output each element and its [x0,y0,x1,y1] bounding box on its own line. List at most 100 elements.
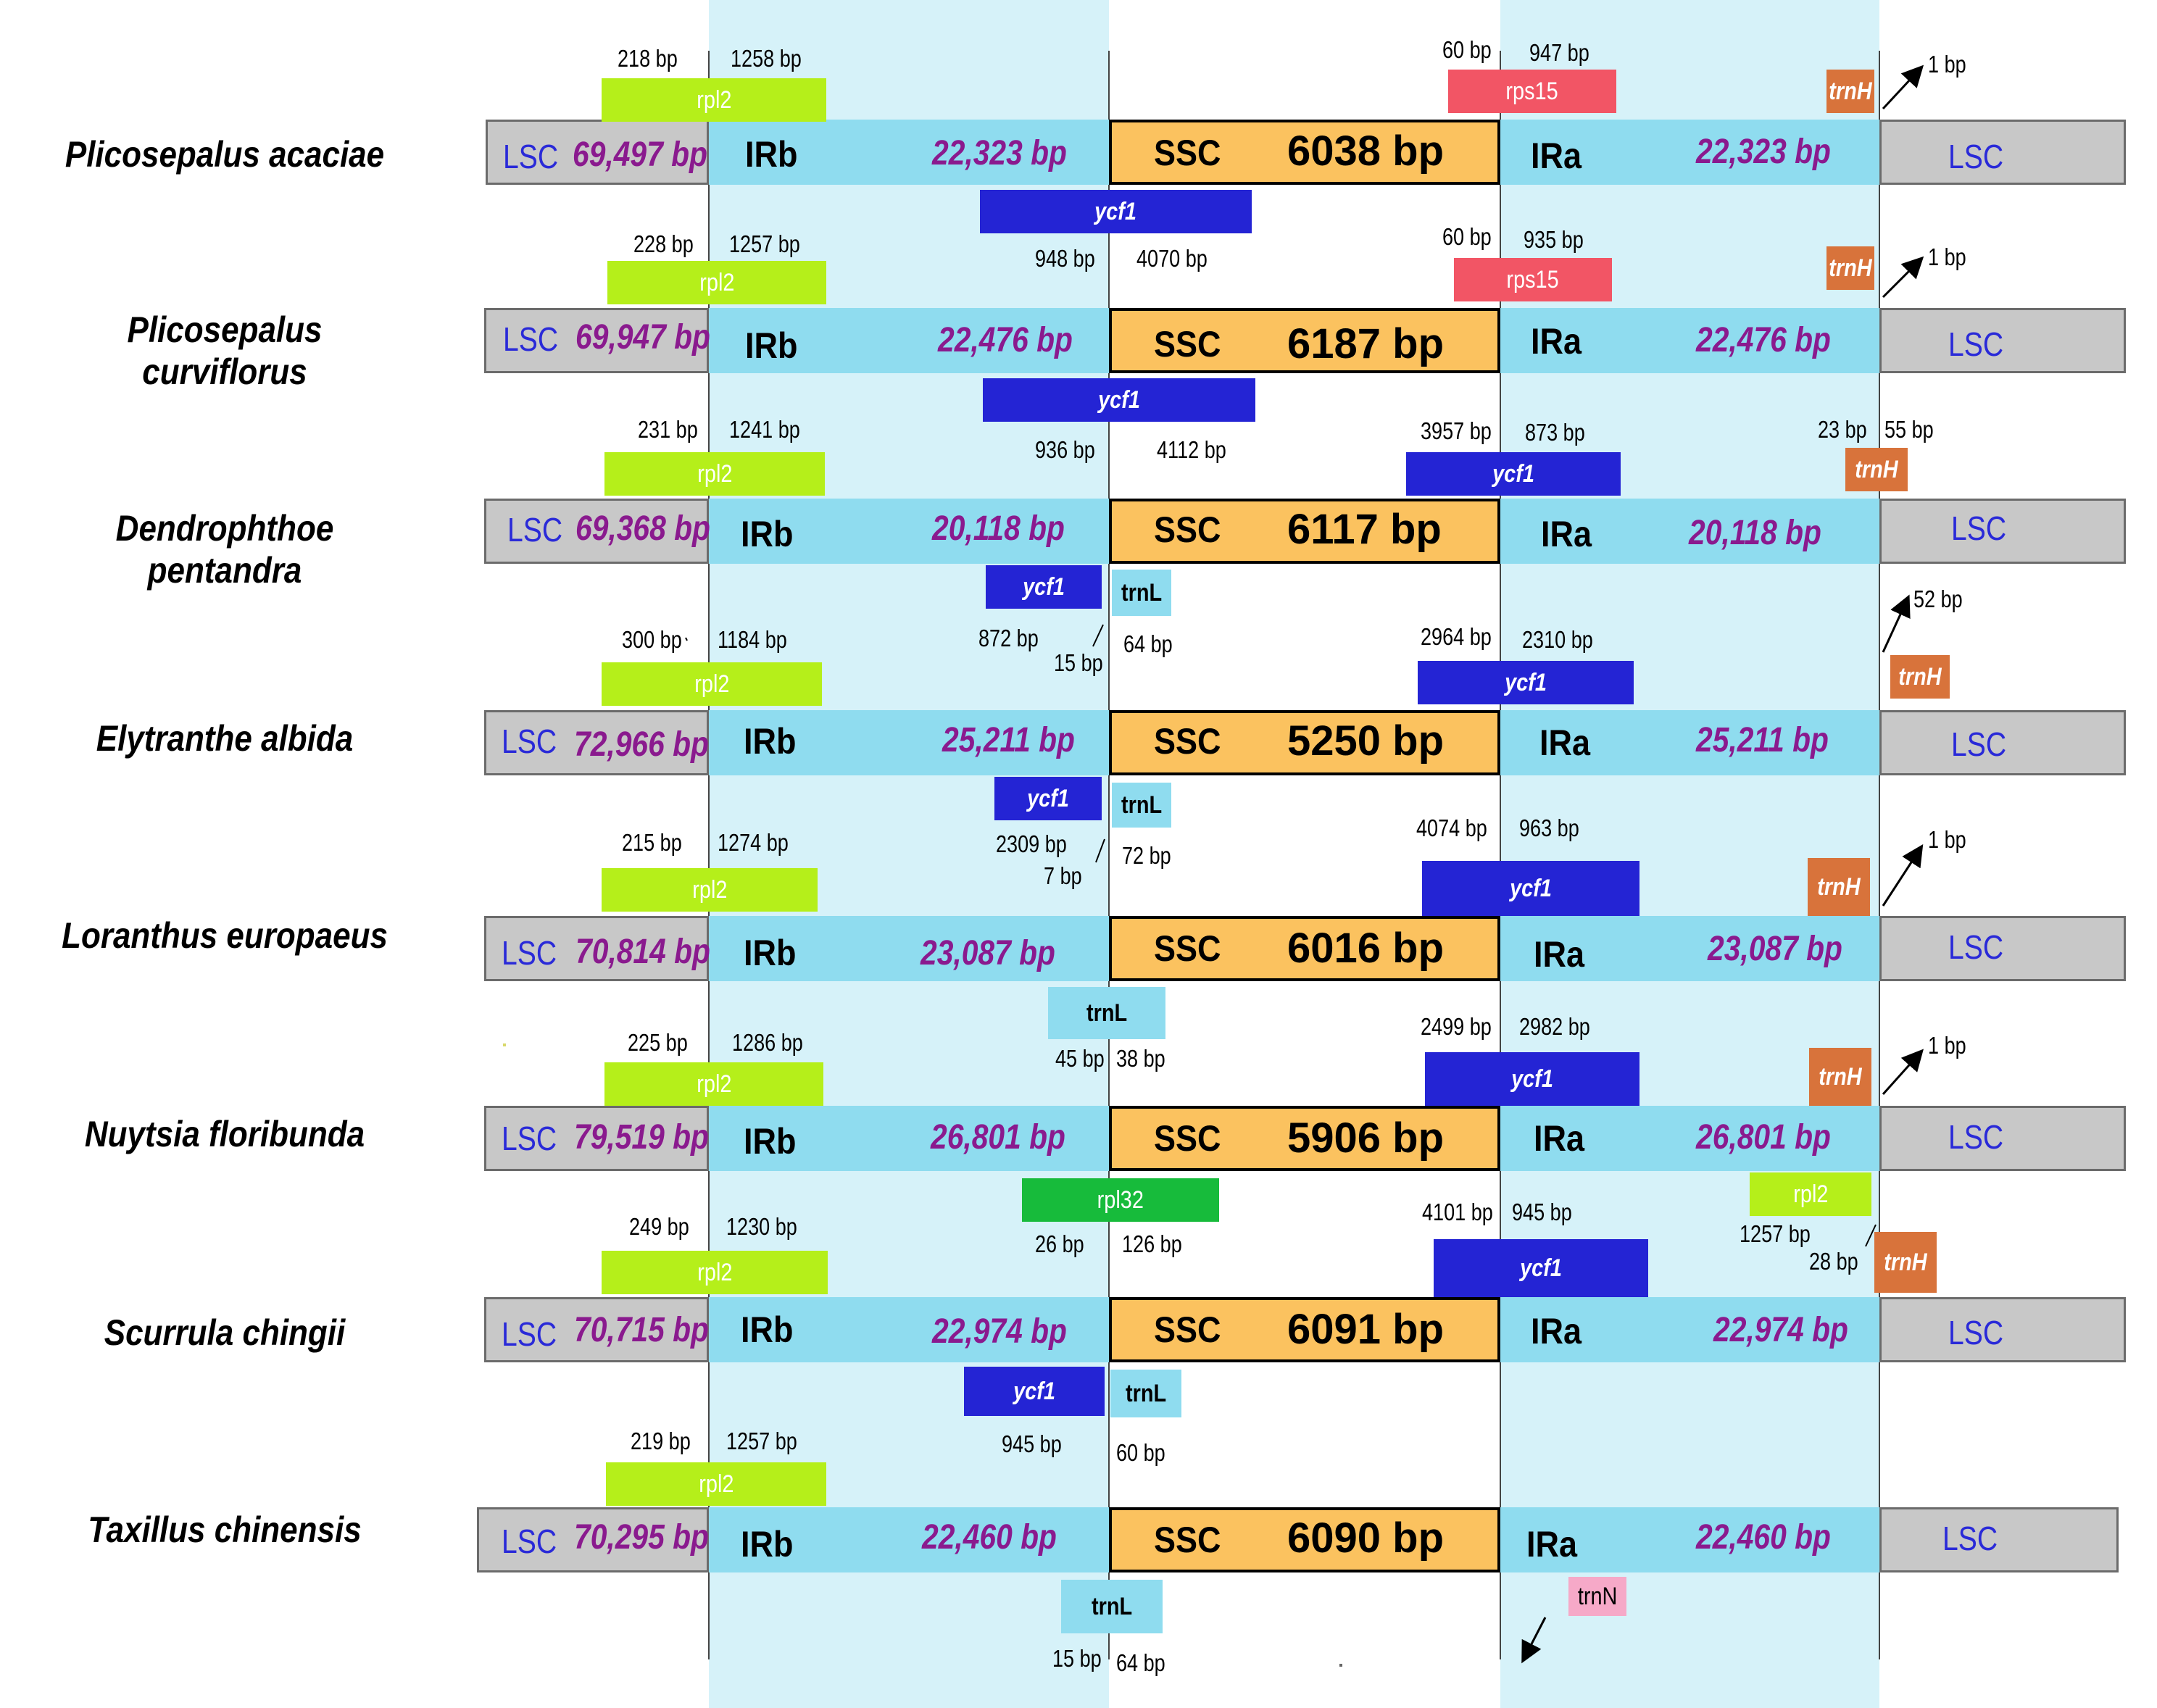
gene-trnH: trnH [1874,1232,1937,1293]
bp-label: 4112 bp [1157,436,1226,463]
ira-region [1500,308,1879,373]
bp-label: 963 bp [1519,815,1579,841]
lsc-label-right: LSC [1942,1520,1998,1557]
lsc-length: 70,814 bp [575,933,710,971]
bp-label: 3957 bp [1421,417,1492,444]
bp-label: 64 bp [1116,1649,1165,1676]
ira-length: 22,323 bp [1696,133,1831,171]
ira-region [1500,120,1879,185]
bp-label: 1241 bp [729,416,800,443]
ssc-length: 6187 bp [1287,320,1444,367]
ssc-length: 6117 bp [1287,506,1442,553]
ssc-label: SSC [1154,928,1221,969]
gene-label: rpl2 [699,268,735,296]
bp-label: 231 bp [638,416,698,443]
ira-length: 22,460 bp [1696,1518,1831,1557]
species-name: Plicosepalus curviflorus [127,309,323,392]
gene-rpl2: rpl2 [602,1251,828,1294]
lsc-region [477,1507,709,1572]
lsc-label-right: LSC [1948,928,2004,966]
bp-label: 249 bp [629,1213,689,1240]
ira-length: 26,801 bp [1696,1118,1831,1157]
bp-label: 945 bp [1002,1430,1062,1457]
irb-label: IRb [745,134,798,175]
gene-trnH: trnH [1845,448,1908,491]
gene-label: trnL [1086,999,1128,1027]
gene-label: rpl2 [691,875,728,904]
lsc-label: LSC [502,1315,557,1353]
irb-region [709,1297,1109,1362]
gene-label: rpl2 [696,86,732,114]
gene-ycf1: ycf1 [1422,861,1639,916]
lsc-region-right [1879,120,2126,185]
ira-label: IRa [1531,1311,1582,1351]
lsc-region-right [1879,1106,2126,1171]
bp-label: 55 bp [1884,416,1934,443]
gene-rpl2: rpl2 [604,1062,823,1106]
bp-label: 2309 bp [996,830,1067,857]
bp-label: 64 bp [1123,630,1173,657]
irb-length: 22,476 bp [938,321,1073,359]
ssc-region [1109,1297,1500,1362]
gene-rps15: rps15 [1454,258,1612,301]
bp-label: 948 bp [1035,245,1095,272]
lsc-label-right: LSC [1948,325,2004,363]
gene-trnH: trnH [1826,246,1874,290]
arrow-icon [1882,256,1924,299]
ira-label: IRa [1534,1118,1585,1159]
lsc-region [484,308,709,373]
gene-label: rpl2 [694,670,730,698]
lsc-label: LSC [502,934,557,972]
ira-region [1500,499,1879,564]
lsc-region [486,120,709,185]
species-name: Taxillus chinensis [88,1509,362,1550]
ssc-region [1109,710,1500,775]
gene-label: ycf1 [1023,572,1065,601]
gene-rpl2: rpl2 [602,868,818,912]
lsc-length: 79,519 bp [574,1118,709,1157]
irb-label: IRb [744,933,797,973]
ira-length: 22,476 bp [1696,321,1831,359]
bp-label: 945 bp [1512,1199,1572,1225]
gene-label: ycf1 [1027,784,1069,812]
bp-label: 1257 bp [729,230,800,257]
irb-region [709,499,1109,564]
gene-ycf1: ycf1 [964,1367,1105,1416]
ssc-label: SSC [1154,1118,1221,1159]
lsc-region [484,499,709,564]
bp-label: 947 bp [1529,39,1589,66]
gene-label: rpl32 [1097,1186,1144,1214]
lsc-length: 69,947 bp [575,318,710,357]
bp-label: 60 bp [1442,223,1492,250]
bp-label: 218 bp [618,45,678,72]
gene-trnL: trnL [1110,1370,1181,1417]
bp-label: 4070 bp [1136,245,1208,272]
bp-label: 1 bp [1928,243,1966,270]
gene-label: rps15 [1505,77,1559,105]
irb-length: 25,211 bp [942,721,1075,759]
bp-label: 225 bp [628,1029,688,1056]
species-name: Loranthus europaeus [62,915,388,956]
ira-label: IRa [1541,514,1592,554]
gene-label: trnL [1125,1379,1167,1407]
ssc-length: 6016 bp [1287,925,1444,972]
lsc-region [484,710,709,775]
ira-label: IRa [1534,934,1585,975]
gene-label: rpl2 [698,1470,734,1498]
gene-ycf1: ycf1 [1418,661,1634,704]
arrow-icon [1882,594,1911,653]
gene-rpl2: rpl2 [602,662,822,706]
gene-rpl2: rpl2 [604,452,825,496]
irb-region [709,710,1109,775]
irb-length: 22,460 bp [922,1518,1057,1557]
gene-label: rps15 [1506,265,1560,293]
ira-region [1500,710,1879,775]
lsc-label: LSC [503,138,559,175]
bp-label: 45 bp [1055,1045,1105,1072]
irb-label: IRb [744,721,797,762]
irb-label: IRb [741,1309,794,1350]
species-name: Plicosepalus acaciae [65,134,385,175]
irb-region [709,120,1109,185]
gene-rpl2: rpl2 [602,78,826,122]
